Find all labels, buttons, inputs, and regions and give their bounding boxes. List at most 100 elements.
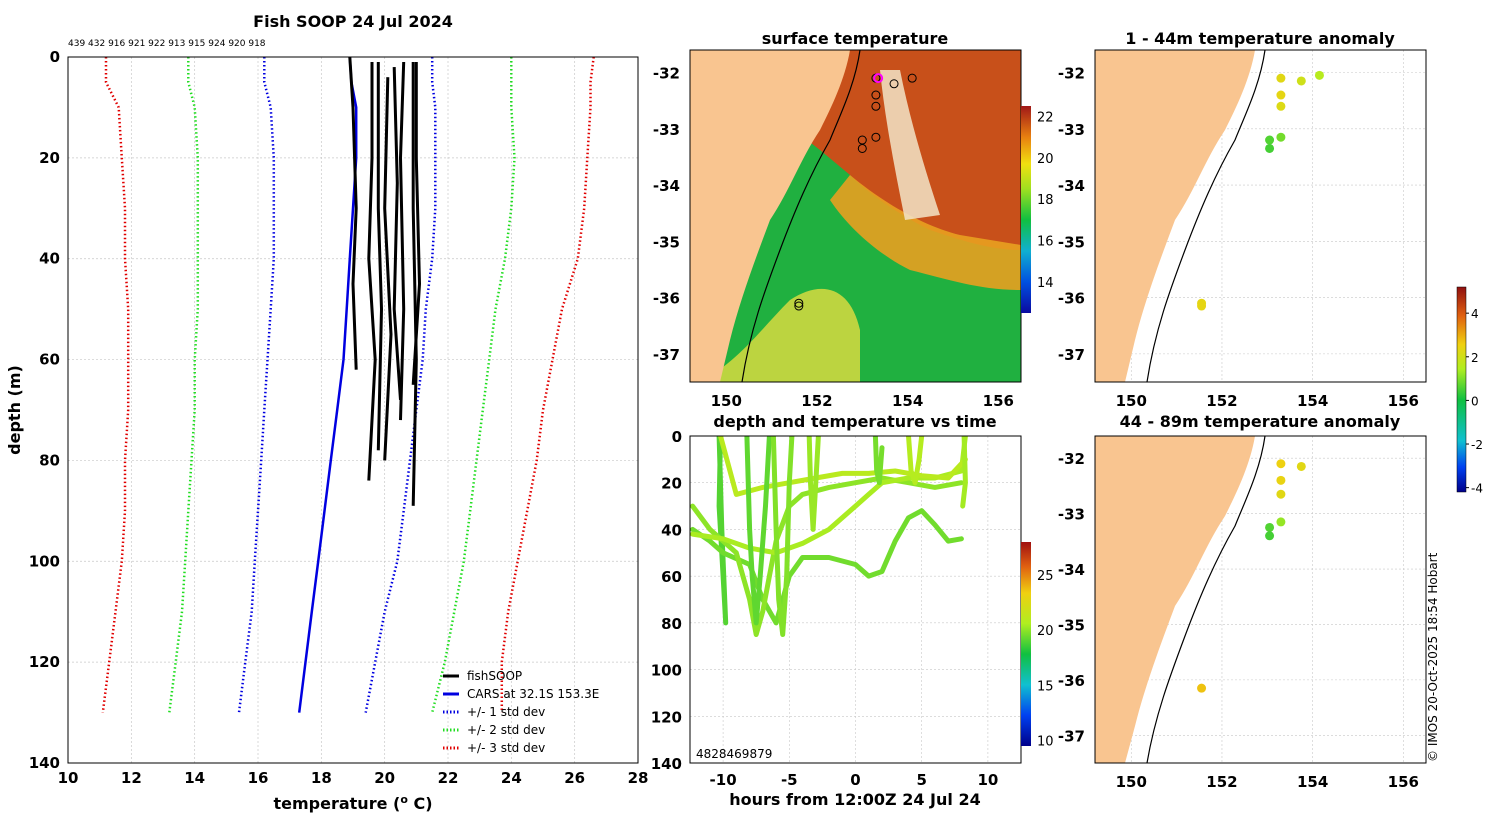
legend-label: fishSOOP bbox=[467, 669, 522, 683]
sst-station-marker bbox=[794, 301, 804, 311]
profile-legend: fishSOOP CARS at 32.1S 153.3E +/- 1 std de… bbox=[443, 669, 599, 755]
depth-time-track bbox=[744, 436, 772, 626]
profile-frame bbox=[67, 56, 639, 764]
depth-time-colorbar-ticks: 10 15 20 25 bbox=[1037, 569, 1054, 749]
sst-station-marker bbox=[871, 132, 881, 142]
depth-time-ytick-label: 120 bbox=[651, 708, 682, 726]
map-xtick-label: 156 bbox=[1388, 392, 1419, 410]
depth-time-overlap-label: 4828469879 bbox=[696, 747, 772, 761]
sst-station-marker bbox=[871, 90, 881, 100]
anomaly-deep-panel: 44 - 89m temperature anomaly 150 152 154 15… bbox=[1058, 412, 1427, 791]
profile-ytick-label: 0 bbox=[50, 48, 60, 66]
profile-xtick-label: 18 bbox=[311, 769, 332, 787]
anomaly-shallow-point bbox=[1276, 101, 1286, 111]
map-ytick-label: -37 bbox=[653, 346, 680, 364]
legend-label: +/- 2 std dev bbox=[467, 723, 545, 737]
map-xtick-label: 156 bbox=[1388, 773, 1419, 791]
map-ytick-label: -32 bbox=[1058, 450, 1085, 468]
fishsoop-profile-line bbox=[367, 62, 377, 481]
depth-time-xtick-label: 10 bbox=[977, 771, 998, 789]
depth-time-title: depth and temperature vs time bbox=[713, 412, 996, 431]
profile-grid bbox=[67, 56, 639, 764]
profile-series-line bbox=[101, 57, 130, 713]
profile-panel: Fish SOOP 24 Jul 2024 439 432 916 921 92… bbox=[5, 12, 648, 813]
sst-station-marker bbox=[907, 73, 917, 83]
depth-time-xtick-label: 5 bbox=[916, 771, 926, 789]
anomaly-shallow-point bbox=[1314, 70, 1324, 80]
sst-front bbox=[830, 175, 1021, 290]
depth-time-ytick-label: 100 bbox=[651, 662, 682, 680]
map-ytick-label: -32 bbox=[1058, 65, 1085, 83]
depth-time-ytick-label: 140 bbox=[651, 755, 682, 773]
anomaly-deep-point bbox=[1276, 475, 1286, 485]
profile-ytick-label: 60 bbox=[39, 351, 60, 369]
depth-time-track bbox=[770, 436, 795, 637]
anomaly-deep-point bbox=[1276, 517, 1286, 527]
map-xtick-label: 152 bbox=[1206, 392, 1237, 410]
anomaly-shallow-frame bbox=[1094, 49, 1427, 383]
anomaly-shallow-point bbox=[1276, 90, 1286, 100]
profile-xtick-label: 10 bbox=[58, 769, 79, 787]
profile-ids: 439 432 916 921 922 913 915 924 920 918 bbox=[68, 39, 266, 49]
map-ytick-label: -33 bbox=[1058, 121, 1085, 139]
depth-time-xlabel: hours from 12:00Z 24 Jul 24 bbox=[729, 790, 980, 809]
sst-isobath bbox=[741, 50, 861, 382]
profile-ytick-label: 40 bbox=[39, 250, 60, 268]
profile-series-line bbox=[237, 57, 276, 713]
map-xtick-label: 150 bbox=[1116, 773, 1147, 791]
anomaly-deep-frame bbox=[1094, 435, 1427, 764]
profile-xtick-label: 28 bbox=[628, 769, 649, 787]
depth-time-tracks bbox=[690, 436, 968, 637]
profile-ytick-label: 100 bbox=[29, 552, 60, 570]
anomaly-deep-isobath bbox=[1146, 436, 1266, 763]
depth-time-track bbox=[718, 436, 968, 497]
anomaly-deep-map bbox=[1095, 436, 1306, 763]
sst-station-marker bbox=[871, 101, 881, 111]
depth-time-ytick-label: 80 bbox=[661, 615, 682, 633]
anomaly-colorbar-ticks: -4 -2 0 2 4 bbox=[1466, 307, 1483, 496]
anomaly-colorbar-label: 2 bbox=[1471, 351, 1479, 365]
map-ytick-label: -33 bbox=[653, 121, 680, 139]
anomaly-deep-title: 44 - 89m temperature anomaly bbox=[1120, 412, 1401, 431]
anomaly-colorbar bbox=[1456, 286, 1467, 493]
sst-colorbar-ticks: 14 16 18 20 22 bbox=[1037, 110, 1054, 291]
map-ytick-label: -34 bbox=[1058, 561, 1085, 579]
fishsoop-profile-line bbox=[383, 77, 393, 461]
profile-ticks: 10 12 14 16 18 20 22 24 26 28 0 20 40 60 80 100 120 140 bbox=[29, 48, 649, 787]
anomaly-colorbar-label: 0 bbox=[1471, 394, 1479, 408]
profile-xtick-label: 12 bbox=[121, 769, 142, 787]
sst-colorbar-label: 18 bbox=[1037, 193, 1054, 208]
anomaly-deep-point bbox=[1265, 522, 1275, 532]
profile-xtick-label: 22 bbox=[438, 769, 459, 787]
depth-time-ytick-label: 0 bbox=[672, 428, 682, 446]
map-ytick-label: -35 bbox=[653, 233, 680, 251]
anomaly-deep-ticks: 150 152 154 156 -32 -33 -34 -35 -36 -37 bbox=[1058, 450, 1419, 791]
map-ytick-label: -37 bbox=[1058, 727, 1085, 745]
anomaly-shallow-point bbox=[1276, 132, 1286, 142]
sst-map-area bbox=[690, 50, 1021, 382]
map-ytick-label: -34 bbox=[1058, 177, 1085, 195]
anomaly-colorbar-label: -4 bbox=[1471, 482, 1483, 496]
legend-label: CARS at 32.1S 153.3E bbox=[467, 687, 599, 701]
sst-current-marker bbox=[873, 73, 884, 84]
map-xtick-label: 152 bbox=[1206, 773, 1237, 791]
fishsoop-profile-line bbox=[411, 62, 418, 506]
anomaly-shallow-point bbox=[1197, 301, 1207, 311]
map-ytick-label: -34 bbox=[653, 177, 680, 195]
depth-time-colorbar-label: 15 bbox=[1037, 679, 1054, 694]
anomaly-shallow-point bbox=[1276, 73, 1286, 83]
legend-label: +/- 3 std dev bbox=[467, 741, 545, 755]
sst-title: surface temperature bbox=[762, 29, 949, 48]
sst-warm-eddy bbox=[700, 288, 860, 382]
depth-time-xtick-label: 0 bbox=[850, 771, 860, 789]
sst-colorbar-label: 14 bbox=[1037, 276, 1054, 291]
anomaly-colorbar-label: -2 bbox=[1471, 438, 1483, 452]
profile-xlabel: temperature (o C) bbox=[273, 793, 432, 814]
depth-time-track bbox=[690, 508, 964, 626]
depth-time-colorbar-label: 25 bbox=[1037, 569, 1054, 584]
profile-series bbox=[101, 57, 595, 713]
sst-station-marker bbox=[857, 143, 867, 153]
profile-ytick-label: 20 bbox=[39, 149, 60, 167]
